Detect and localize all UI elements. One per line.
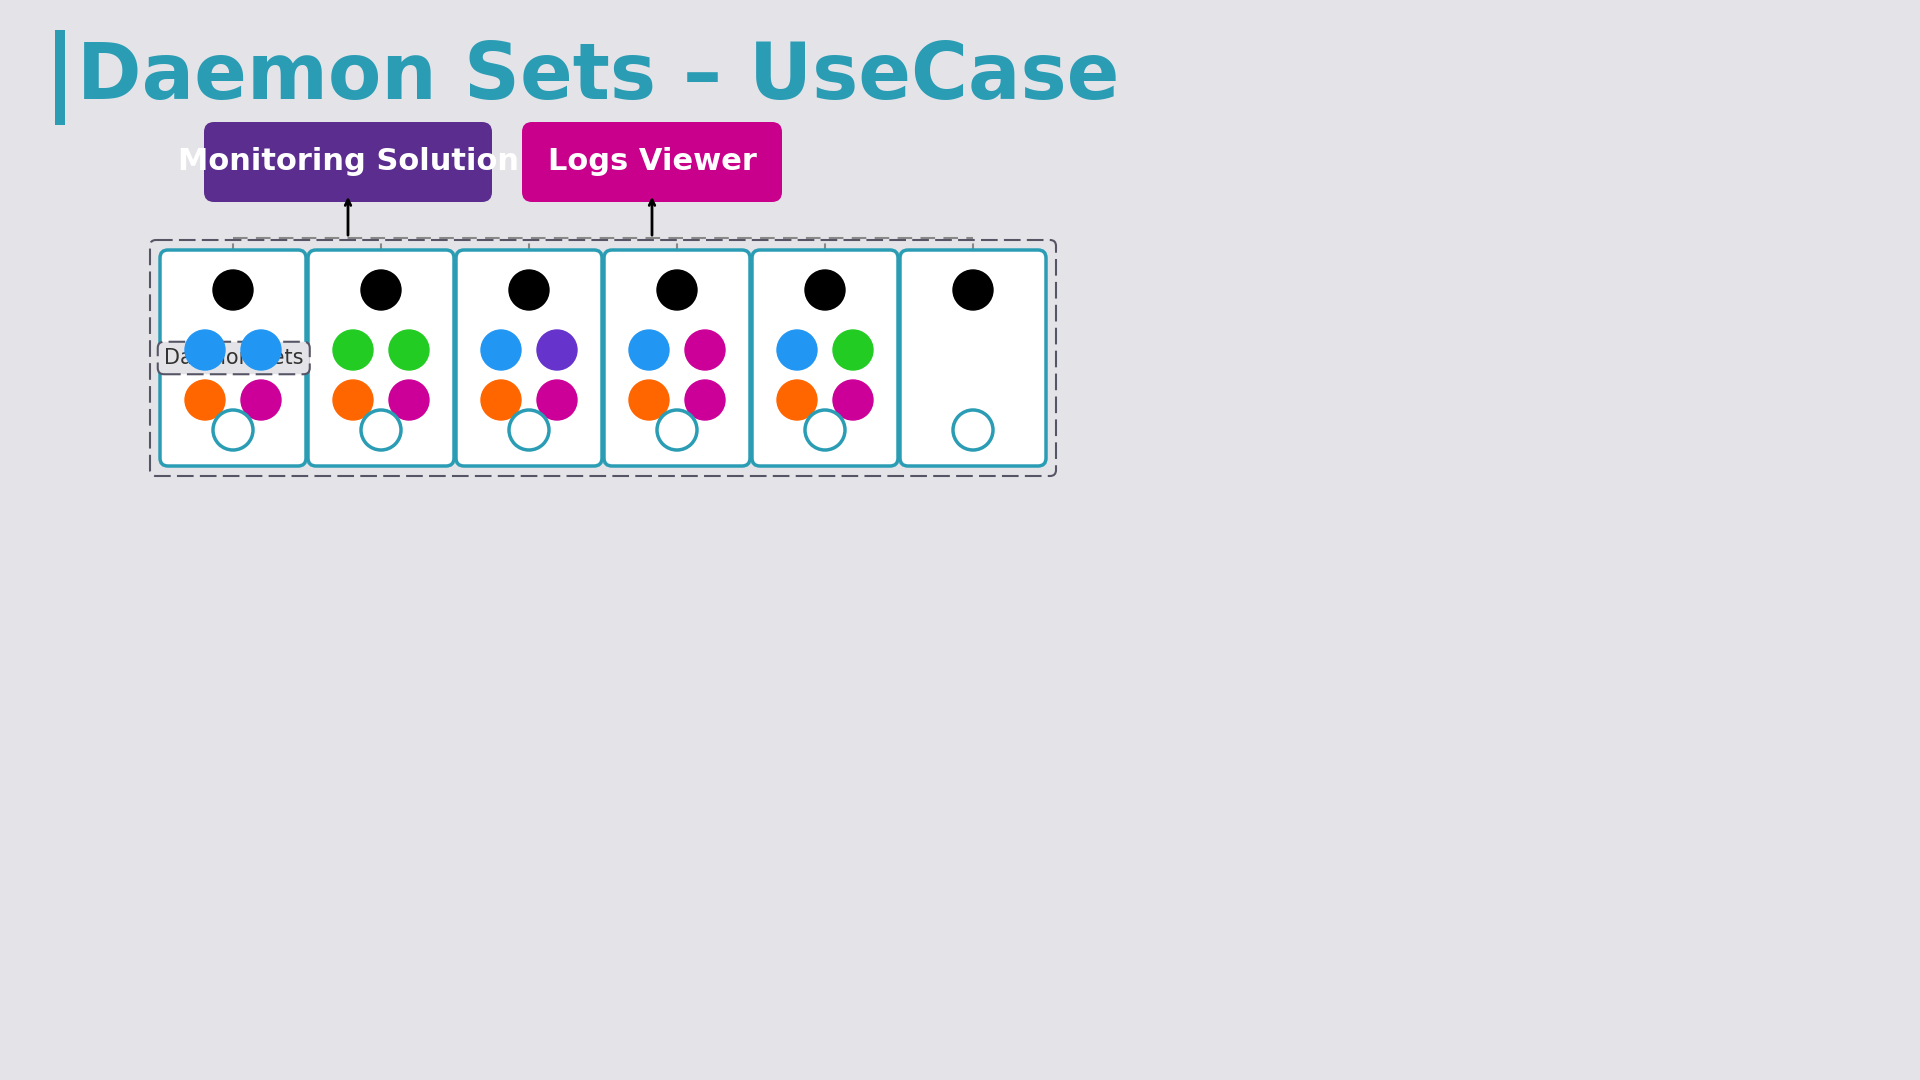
Circle shape [213,270,253,310]
Circle shape [804,270,845,310]
Circle shape [242,380,280,420]
Circle shape [952,270,993,310]
Circle shape [833,330,874,370]
Bar [56,30,65,125]
Circle shape [184,380,225,420]
Text: Logs Viewer: Logs Viewer [547,148,756,176]
FancyBboxPatch shape [204,122,492,202]
Circle shape [332,380,372,420]
FancyBboxPatch shape [159,249,305,465]
FancyBboxPatch shape [522,122,781,202]
Circle shape [390,330,428,370]
Circle shape [833,380,874,420]
Text: Daemon Sets: Daemon Sets [163,348,303,368]
Circle shape [778,380,818,420]
Circle shape [242,330,280,370]
Circle shape [630,380,668,420]
Circle shape [685,330,726,370]
Circle shape [184,330,225,370]
Circle shape [482,380,520,420]
Circle shape [538,380,578,420]
Circle shape [390,380,428,420]
Circle shape [361,270,401,310]
FancyBboxPatch shape [605,249,751,465]
FancyBboxPatch shape [753,249,899,465]
Circle shape [685,380,726,420]
FancyBboxPatch shape [457,249,603,465]
Circle shape [657,270,697,310]
Circle shape [630,330,668,370]
FancyBboxPatch shape [307,249,453,465]
Circle shape [332,330,372,370]
Text: Monitoring Solution: Monitoring Solution [177,148,518,176]
Text: Daemon Sets – UseCase: Daemon Sets – UseCase [77,40,1119,116]
Circle shape [509,270,549,310]
Circle shape [482,330,520,370]
Circle shape [778,330,818,370]
FancyBboxPatch shape [900,249,1046,465]
Circle shape [538,330,578,370]
